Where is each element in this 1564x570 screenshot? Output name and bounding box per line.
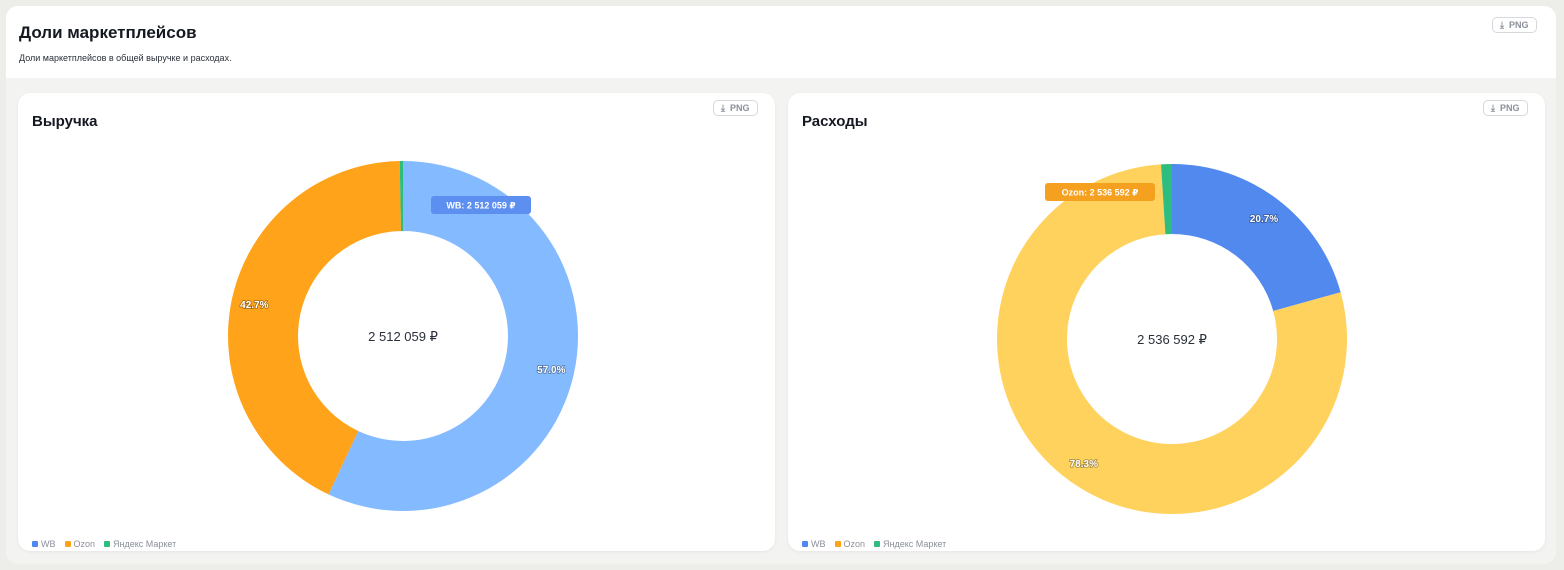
legend-label-yandex-market: Яндекс Маркет xyxy=(113,539,177,549)
slice-wb[interactable] xyxy=(328,161,578,511)
revenue-legend: WB Ozon Яндекс Маркет xyxy=(32,539,176,549)
slice-label-wb: 20.7% xyxy=(1250,214,1278,225)
slice-ozon[interactable] xyxy=(228,161,402,495)
slice-label-ozon: 42.7% xyxy=(240,300,268,311)
tooltip-background xyxy=(431,196,531,214)
legend-swatch-wb xyxy=(32,541,38,547)
slice-wb[interactable] xyxy=(1172,164,1341,311)
slice-ozon[interactable] xyxy=(997,164,1347,514)
legend-swatch-yandex-market xyxy=(104,541,111,547)
expenses-export-png-button[interactable]: ⤓ PNG xyxy=(1483,100,1528,116)
legend-label-wb: WB xyxy=(41,539,56,549)
legend-swatch-yandex-market xyxy=(874,541,881,547)
revenue-export-png-label: PNG xyxy=(729,103,750,113)
legend-item-yandex-market[interactable]: Яндекс Маркет xyxy=(104,539,176,549)
legend-swatch-ozon xyxy=(64,541,71,547)
chart-tooltip: WB: 2 512 059 ₽ xyxy=(431,196,531,214)
tooltip-background xyxy=(1045,183,1155,201)
revenue-chart-card: Выручка ⤓ PNG 57.0% 42.7% 2 512 059 ₽ WB: 2… xyxy=(18,93,775,551)
legend-swatch-ozon xyxy=(834,541,841,547)
expenses-chart-title: Расходы xyxy=(802,113,868,130)
download-icon: ⤓ xyxy=(1491,102,1495,113)
legend-label-ozon: Ozon xyxy=(73,539,96,549)
legend-item-yandex-market[interactable]: Яндекс Маркет xyxy=(874,539,946,549)
expenses-export-png-label: PNG xyxy=(1499,103,1520,113)
legend-item-ozon[interactable]: Ozon xyxy=(834,539,866,549)
slice-label-ozon: 78.3% xyxy=(1070,459,1098,470)
panel-header: Доли маркетплейсов Доли маркетплейсов в … xyxy=(6,6,1556,78)
revenue-export-png-button[interactable]: ⤓ PNG xyxy=(713,100,758,116)
revenue-donut-chart[interactable]: 57.0% 42.7% 2 512 059 ₽ WB: 2 512 059 ₽ xyxy=(18,93,775,533)
marketplace-shares-panel: Доли маркетплейсов Доли маркетплейсов в … xyxy=(6,6,1556,564)
page-subtitle: Доли маркетплейсов в общей выручке и рас… xyxy=(19,53,232,63)
chart-tooltip: Ozon: 2 536 592 ₽ xyxy=(1045,183,1155,201)
revenue-chart-title: Выручка xyxy=(32,113,98,130)
legend-item-wb[interactable]: WB xyxy=(32,539,56,549)
export-png-label: PNG xyxy=(1508,20,1529,30)
legend-label-ozon: Ozon xyxy=(843,539,866,549)
slice-label-wb: 57.0% xyxy=(537,365,565,376)
legend-label-yandex-market: Яндекс Маркет xyxy=(883,539,947,549)
expenses-donut-chart[interactable]: 20.7% 78.3% 2 536 592 ₽ Ozon: 2 536 592 ₽ xyxy=(788,93,1545,533)
legend-item-ozon[interactable]: Ozon xyxy=(64,539,96,549)
legend-item-wb[interactable]: WB xyxy=(802,539,826,549)
donut-center-total: 2 512 059 ₽ xyxy=(368,329,438,344)
donut-center-total: 2 536 592 ₽ xyxy=(1137,332,1207,347)
download-icon: ⤓ xyxy=(1500,19,1504,30)
page-title: Доли маркетплейсов xyxy=(19,23,197,42)
expenses-chart-card: Расходы ⤓ PNG 20.7% 78.3% 2 536 592 ₽ Ozon:… xyxy=(788,93,1545,551)
slice-яндекс-маркет[interactable] xyxy=(399,161,403,232)
tooltip-text: Ozon: 2 536 592 ₽ xyxy=(1062,188,1139,198)
export-png-button[interactable]: ⤓ PNG xyxy=(1492,17,1537,33)
tooltip-text: WB: 2 512 059 ₽ xyxy=(446,201,515,211)
slice-яндекс-маркет[interactable] xyxy=(1161,164,1172,235)
expenses-legend: WB Ozon Яндекс Маркет xyxy=(802,539,946,549)
download-icon: ⤓ xyxy=(721,102,725,113)
legend-swatch-wb xyxy=(802,541,808,547)
legend-label-wb: WB xyxy=(811,539,826,549)
